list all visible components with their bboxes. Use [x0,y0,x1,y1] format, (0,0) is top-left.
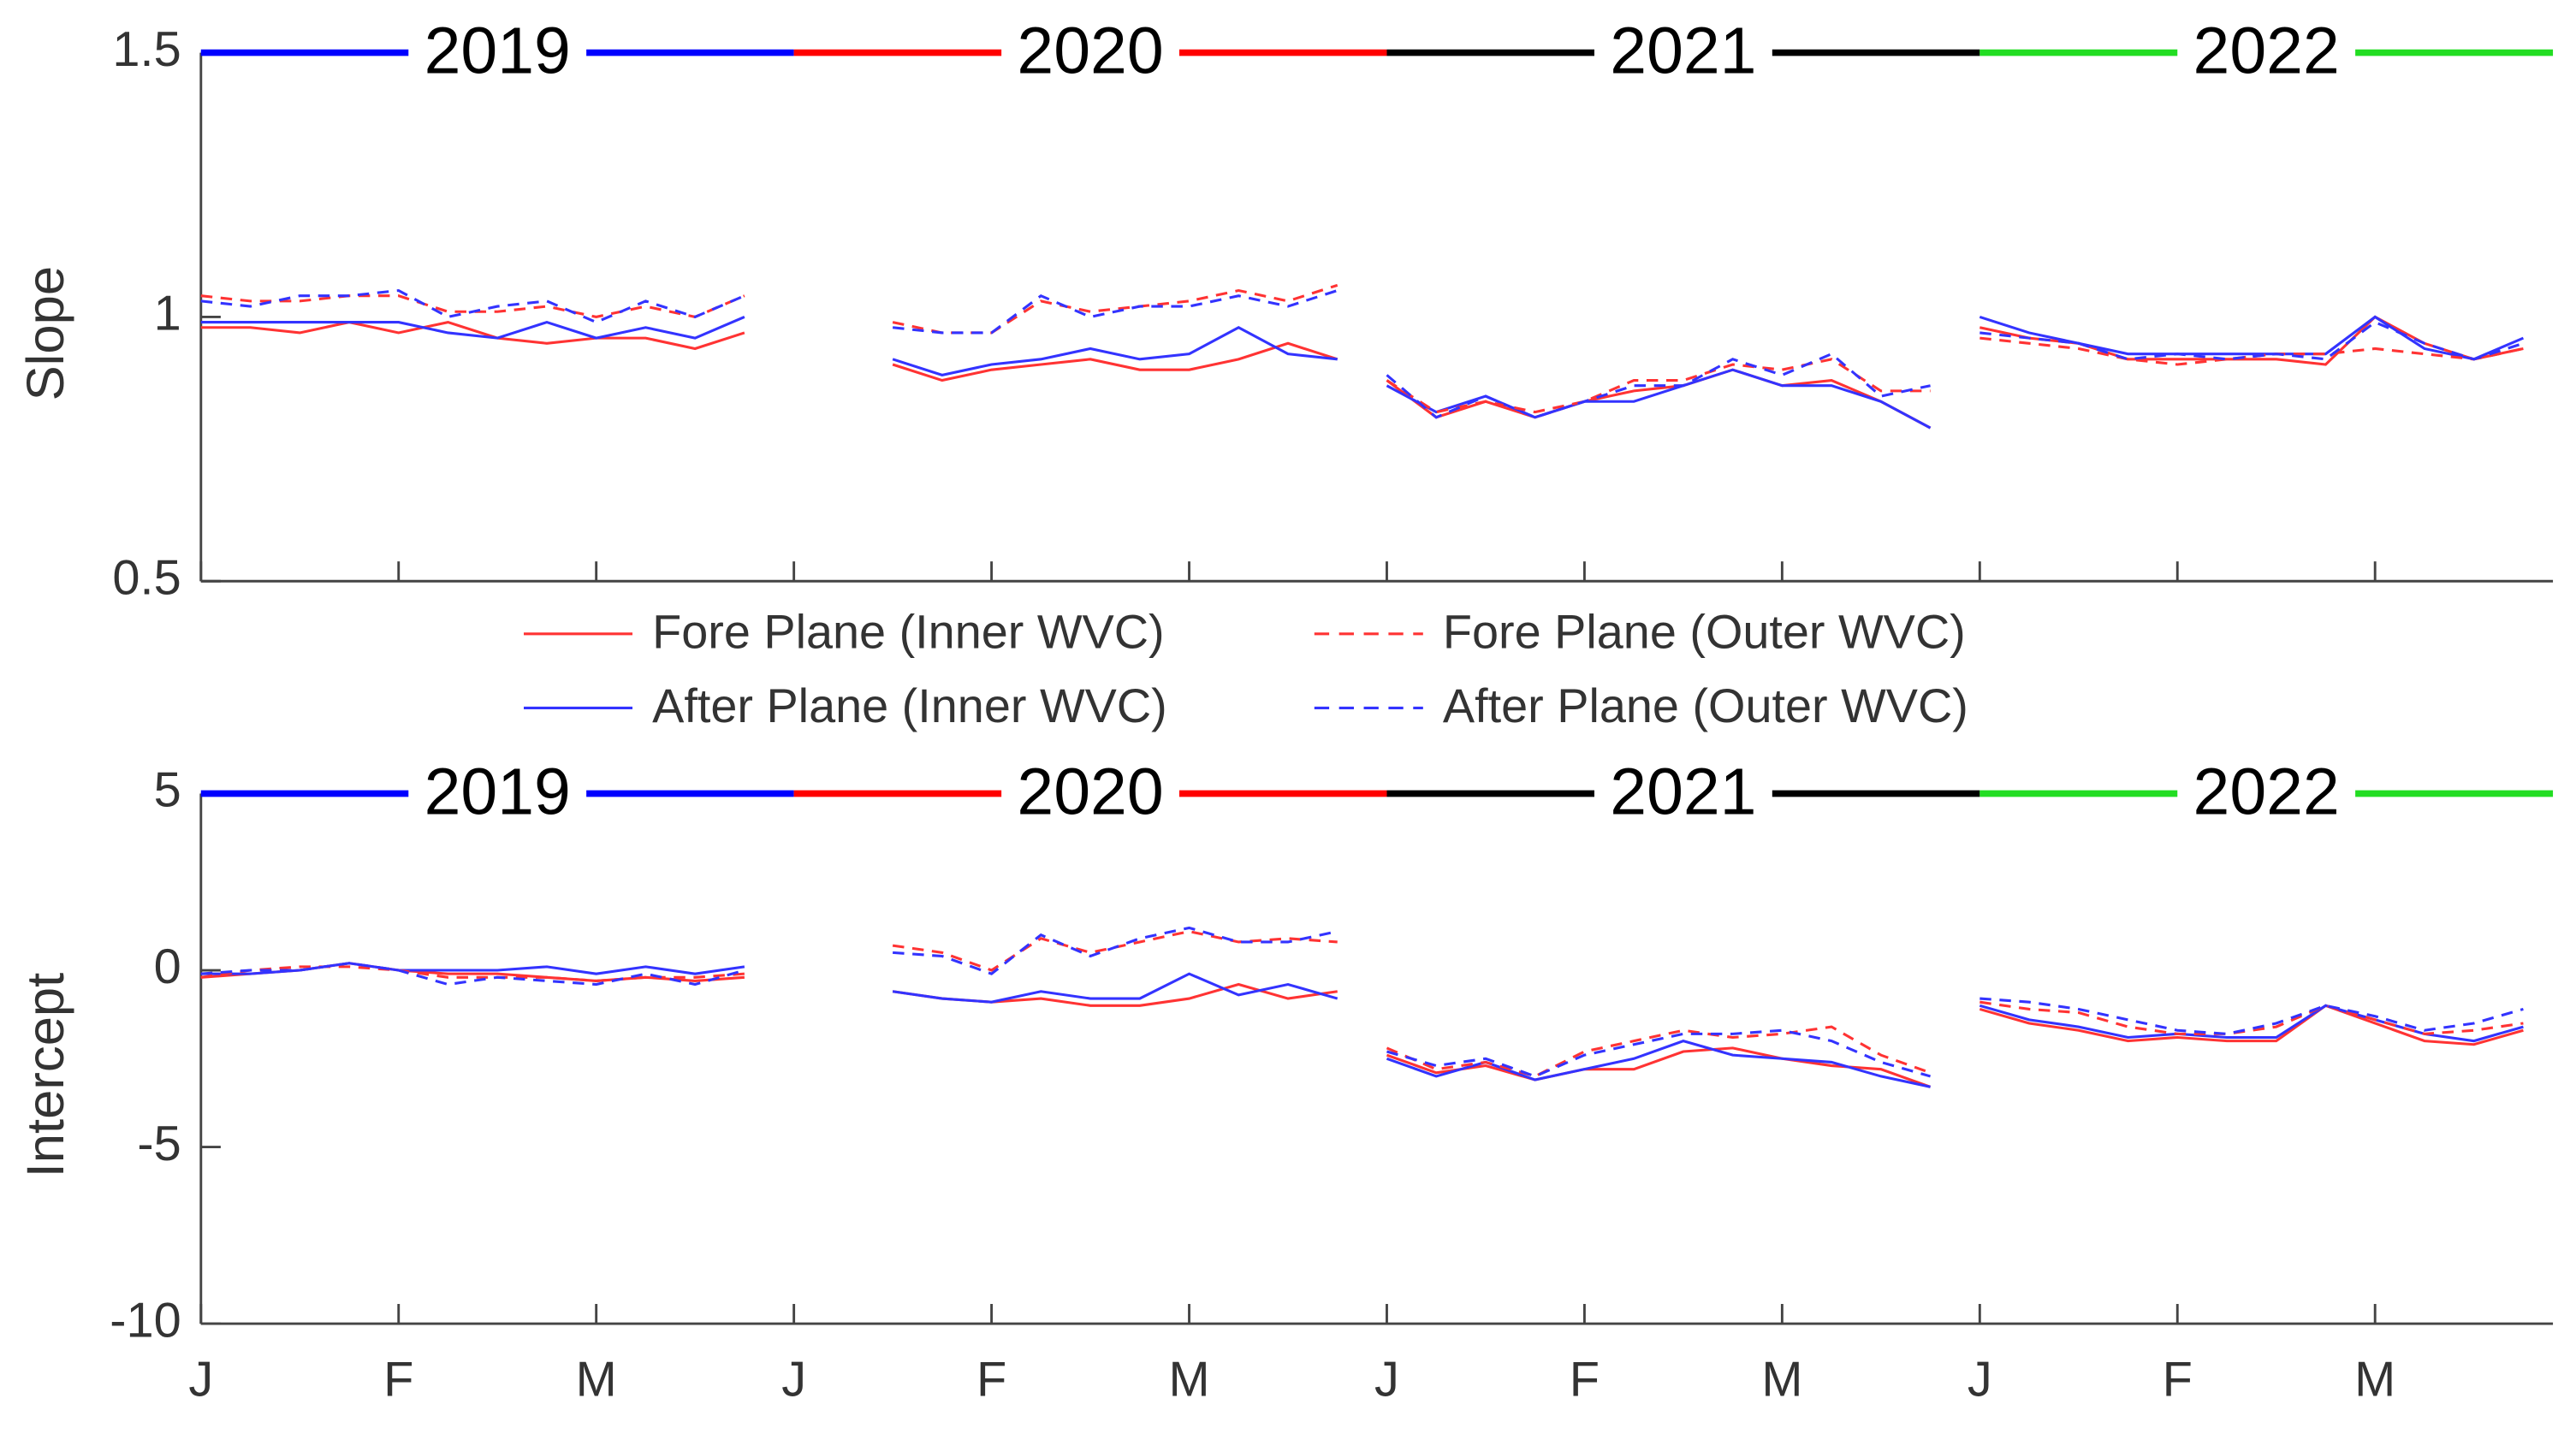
series-line [200,315,2525,430]
x-tick-label: F [383,1353,413,1407]
legend-label: Fore Plane (Outer WVC) [1443,604,1966,658]
x-tick-label: F [2163,1353,2193,1407]
series-line [200,315,2524,430]
x-tick-label: J [1374,1353,1399,1407]
year-label: 2022 [2193,756,2340,829]
y-tick-label: -5 [137,1117,181,1171]
x-tick-label: J [781,1353,806,1407]
x-tick-label: F [976,1353,1006,1407]
x-tick-label: M [2354,1353,2395,1407]
year-label-bg [1001,16,1179,89]
year-label: 2021 [1610,756,1756,829]
x-tick-label: J [188,1353,213,1407]
year-label: 2020 [1017,15,1163,88]
y-tick-label: 0 [154,939,181,994]
y-tick-label: 1 [154,287,181,341]
series-line [200,926,2524,1078]
year-label-bg [1001,757,1179,830]
year-label-bg [408,16,587,89]
year-label-bg [2177,757,2356,830]
x-tick-label: M [576,1353,617,1407]
y-tick-label: 0.5 [112,551,181,606]
year-label: 2021 [1610,15,1756,88]
legend-label: After Plane (Outer WVC) [1443,678,1968,732]
y-axis-title: Intercept [16,973,75,1178]
x-tick-label: M [1168,1353,1209,1407]
x-tick-label: J [1968,1353,1992,1407]
series-line [200,929,2524,1078]
y-tick-label: -10 [110,1293,181,1348]
series-line [200,962,2524,1088]
year-label-bg [2177,16,2356,89]
year-label-bg [1594,16,1772,89]
y-axis-title: Slope [16,266,75,400]
year-label-bg [1594,757,1772,830]
series-line [200,288,2524,419]
year-label-bg [408,757,587,830]
y-tick-label: 5 [154,763,181,818]
year-label: 2019 [424,756,571,829]
year-label: 2020 [1017,756,1163,829]
series-line [200,283,2524,414]
legend-label: After Plane (Inner WVC) [652,678,1167,732]
y-tick-label: 1.5 [112,22,181,77]
legend-label: Fore Plane (Inner WVC) [652,604,1165,658]
x-tick-label: M [1761,1353,1802,1407]
x-tick-label: F [1570,1353,1600,1407]
year-label: 2022 [2193,15,2340,88]
year-label: 2019 [424,15,571,88]
series-line [200,962,2524,1088]
